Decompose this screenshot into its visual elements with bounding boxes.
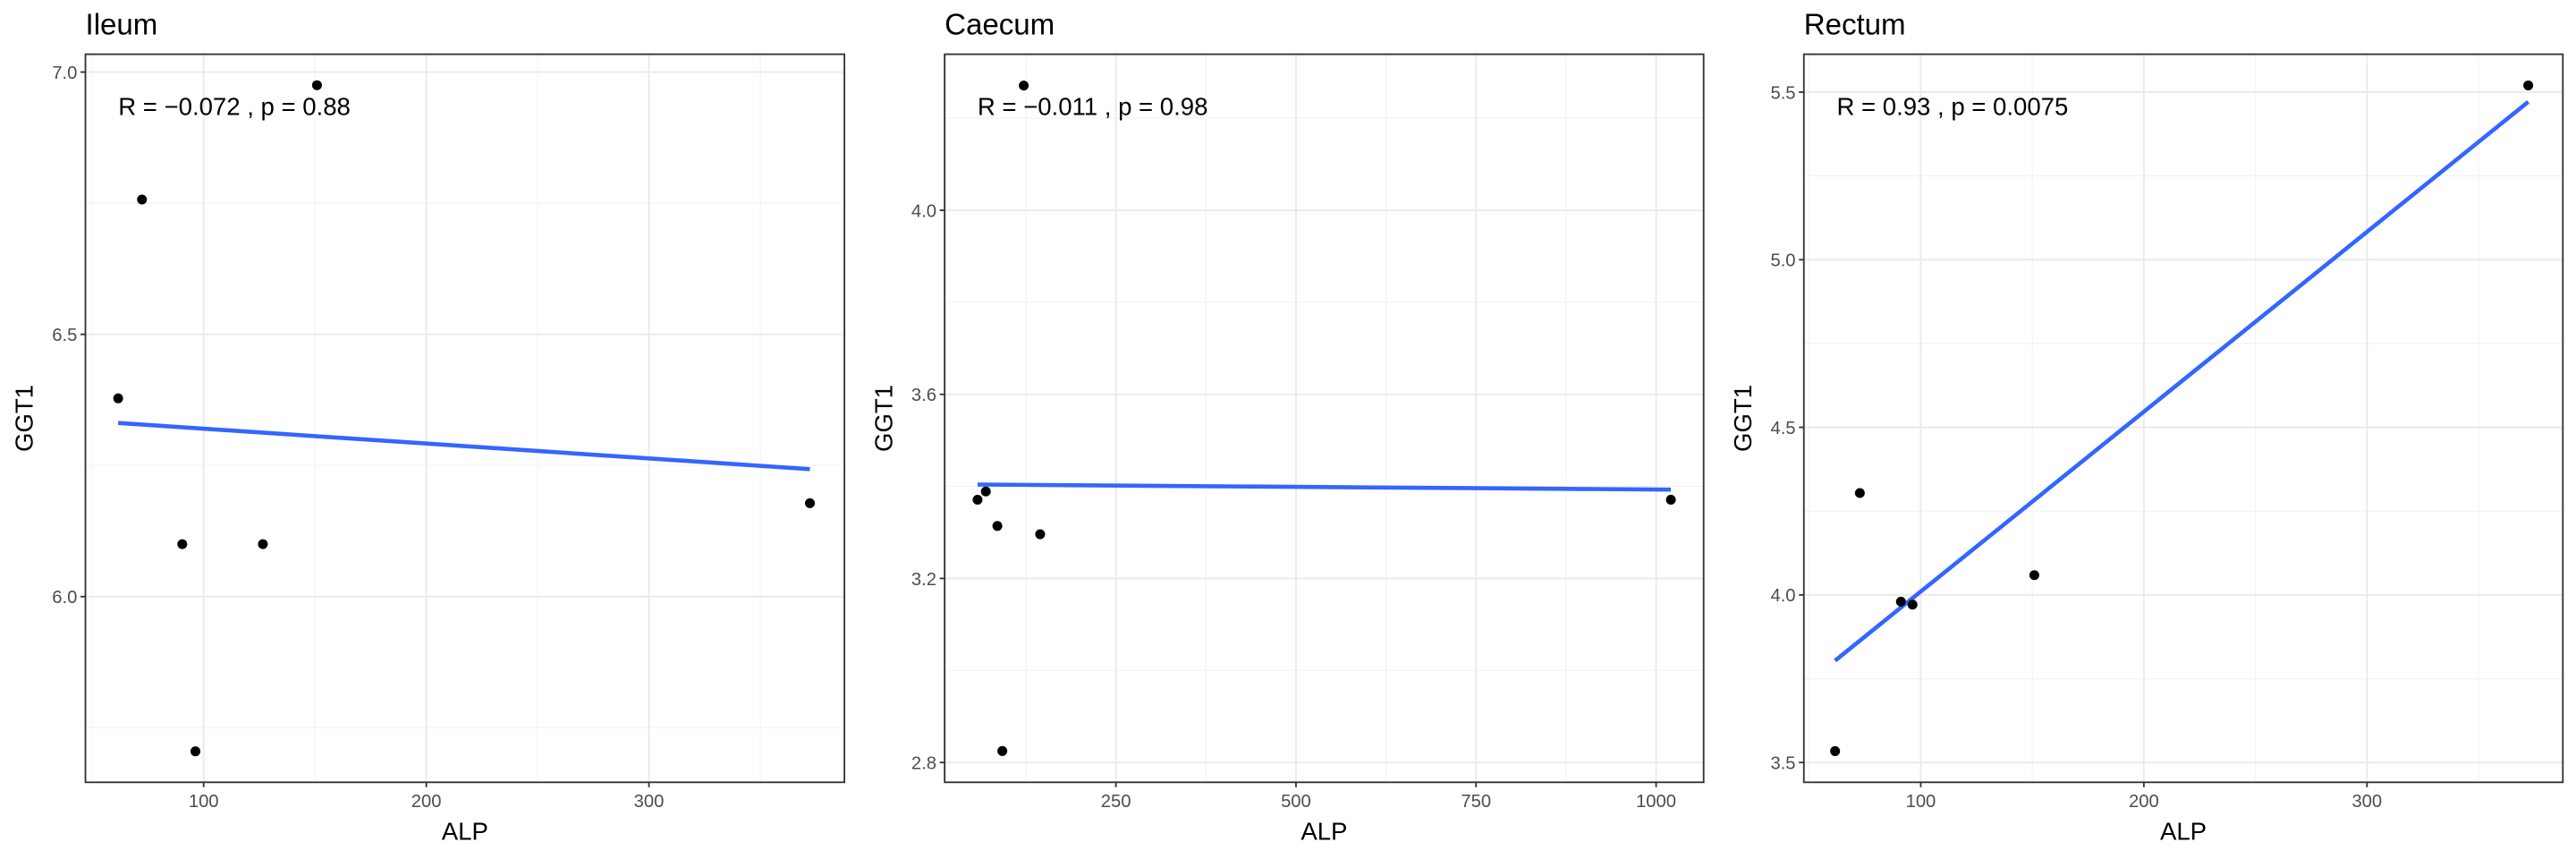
data-point xyxy=(1830,745,1841,756)
annotation: R = −0.011 , p = 0.98 xyxy=(978,93,1208,121)
chart-title: Ileum xyxy=(86,9,158,42)
x-axis-label: ALP xyxy=(442,818,488,846)
regression-line xyxy=(977,482,1672,492)
y-tick-label: 6.0 xyxy=(52,588,77,608)
y-tick-label: 6.5 xyxy=(52,326,77,345)
panel-background xyxy=(85,54,845,783)
regression-line xyxy=(1834,100,2530,663)
panel-border xyxy=(944,53,1705,784)
x-tick-label: 100 xyxy=(189,792,219,812)
y-tick-label: 3.2 xyxy=(911,570,936,590)
data-point xyxy=(804,498,816,508)
x-tick-label: 300 xyxy=(2351,792,2382,812)
data-point xyxy=(258,539,268,549)
data-point xyxy=(1854,488,1865,498)
y-tick-label: 2.8 xyxy=(911,754,936,774)
data-point xyxy=(2029,570,2039,581)
x-tick-label: 500 xyxy=(1281,792,1311,812)
data-point xyxy=(997,745,1008,756)
panel-background xyxy=(945,54,1704,783)
data-point xyxy=(980,486,991,497)
data-point xyxy=(113,393,123,404)
x-tick-label: 200 xyxy=(411,792,442,812)
data-point xyxy=(311,80,322,90)
x-axis-label: ALP xyxy=(2160,818,2207,846)
data-point xyxy=(992,521,1003,532)
data-point xyxy=(1907,600,1918,610)
x-tick-label: 250 xyxy=(1101,792,1131,812)
y-axis-label: GGT1 xyxy=(11,385,38,452)
data-point xyxy=(190,746,200,757)
y-tick-label: 4.0 xyxy=(911,201,936,221)
annotation: R = −0.072 , p = 0.88 xyxy=(118,93,351,121)
data-point xyxy=(972,494,983,505)
chart-title: Caecum xyxy=(945,9,1055,42)
y-tick-label: 3.5 xyxy=(1770,754,1795,774)
y-axis-label: GGT1 xyxy=(1729,385,1757,452)
x-tick-label: 200 xyxy=(2129,792,2159,812)
data-point xyxy=(1895,596,1906,607)
y-tick-label: 5.0 xyxy=(1770,251,1795,271)
data-point xyxy=(1019,81,1030,91)
data-point xyxy=(1035,529,1046,540)
panel-border xyxy=(84,53,846,784)
y-tick-label: 4.0 xyxy=(1770,586,1795,606)
data-point xyxy=(137,194,148,205)
y-tick-label: 3.6 xyxy=(911,386,936,405)
panel-border xyxy=(1802,53,2564,784)
x-tick-label: 300 xyxy=(634,792,665,812)
x-tick-label: 750 xyxy=(1461,792,1491,812)
x-tick-label: 1000 xyxy=(1636,792,1676,812)
x-axis-label: ALP xyxy=(1301,818,1347,846)
data-point xyxy=(2523,80,2534,90)
data-point xyxy=(1665,494,1676,505)
y-tick-label: 5.5 xyxy=(1770,83,1795,103)
data-point xyxy=(177,539,188,549)
x-tick-label: 100 xyxy=(1906,792,1936,812)
y-axis-label: GGT1 xyxy=(869,385,897,452)
annotation: R = 0.93 , p = 0.0075 xyxy=(1836,93,2068,121)
y-tick-label: 4.5 xyxy=(1770,419,1795,438)
y-tick-label: 7.0 xyxy=(52,64,77,83)
regression-line xyxy=(117,421,810,472)
chart-title: Rectum xyxy=(1804,9,1906,42)
